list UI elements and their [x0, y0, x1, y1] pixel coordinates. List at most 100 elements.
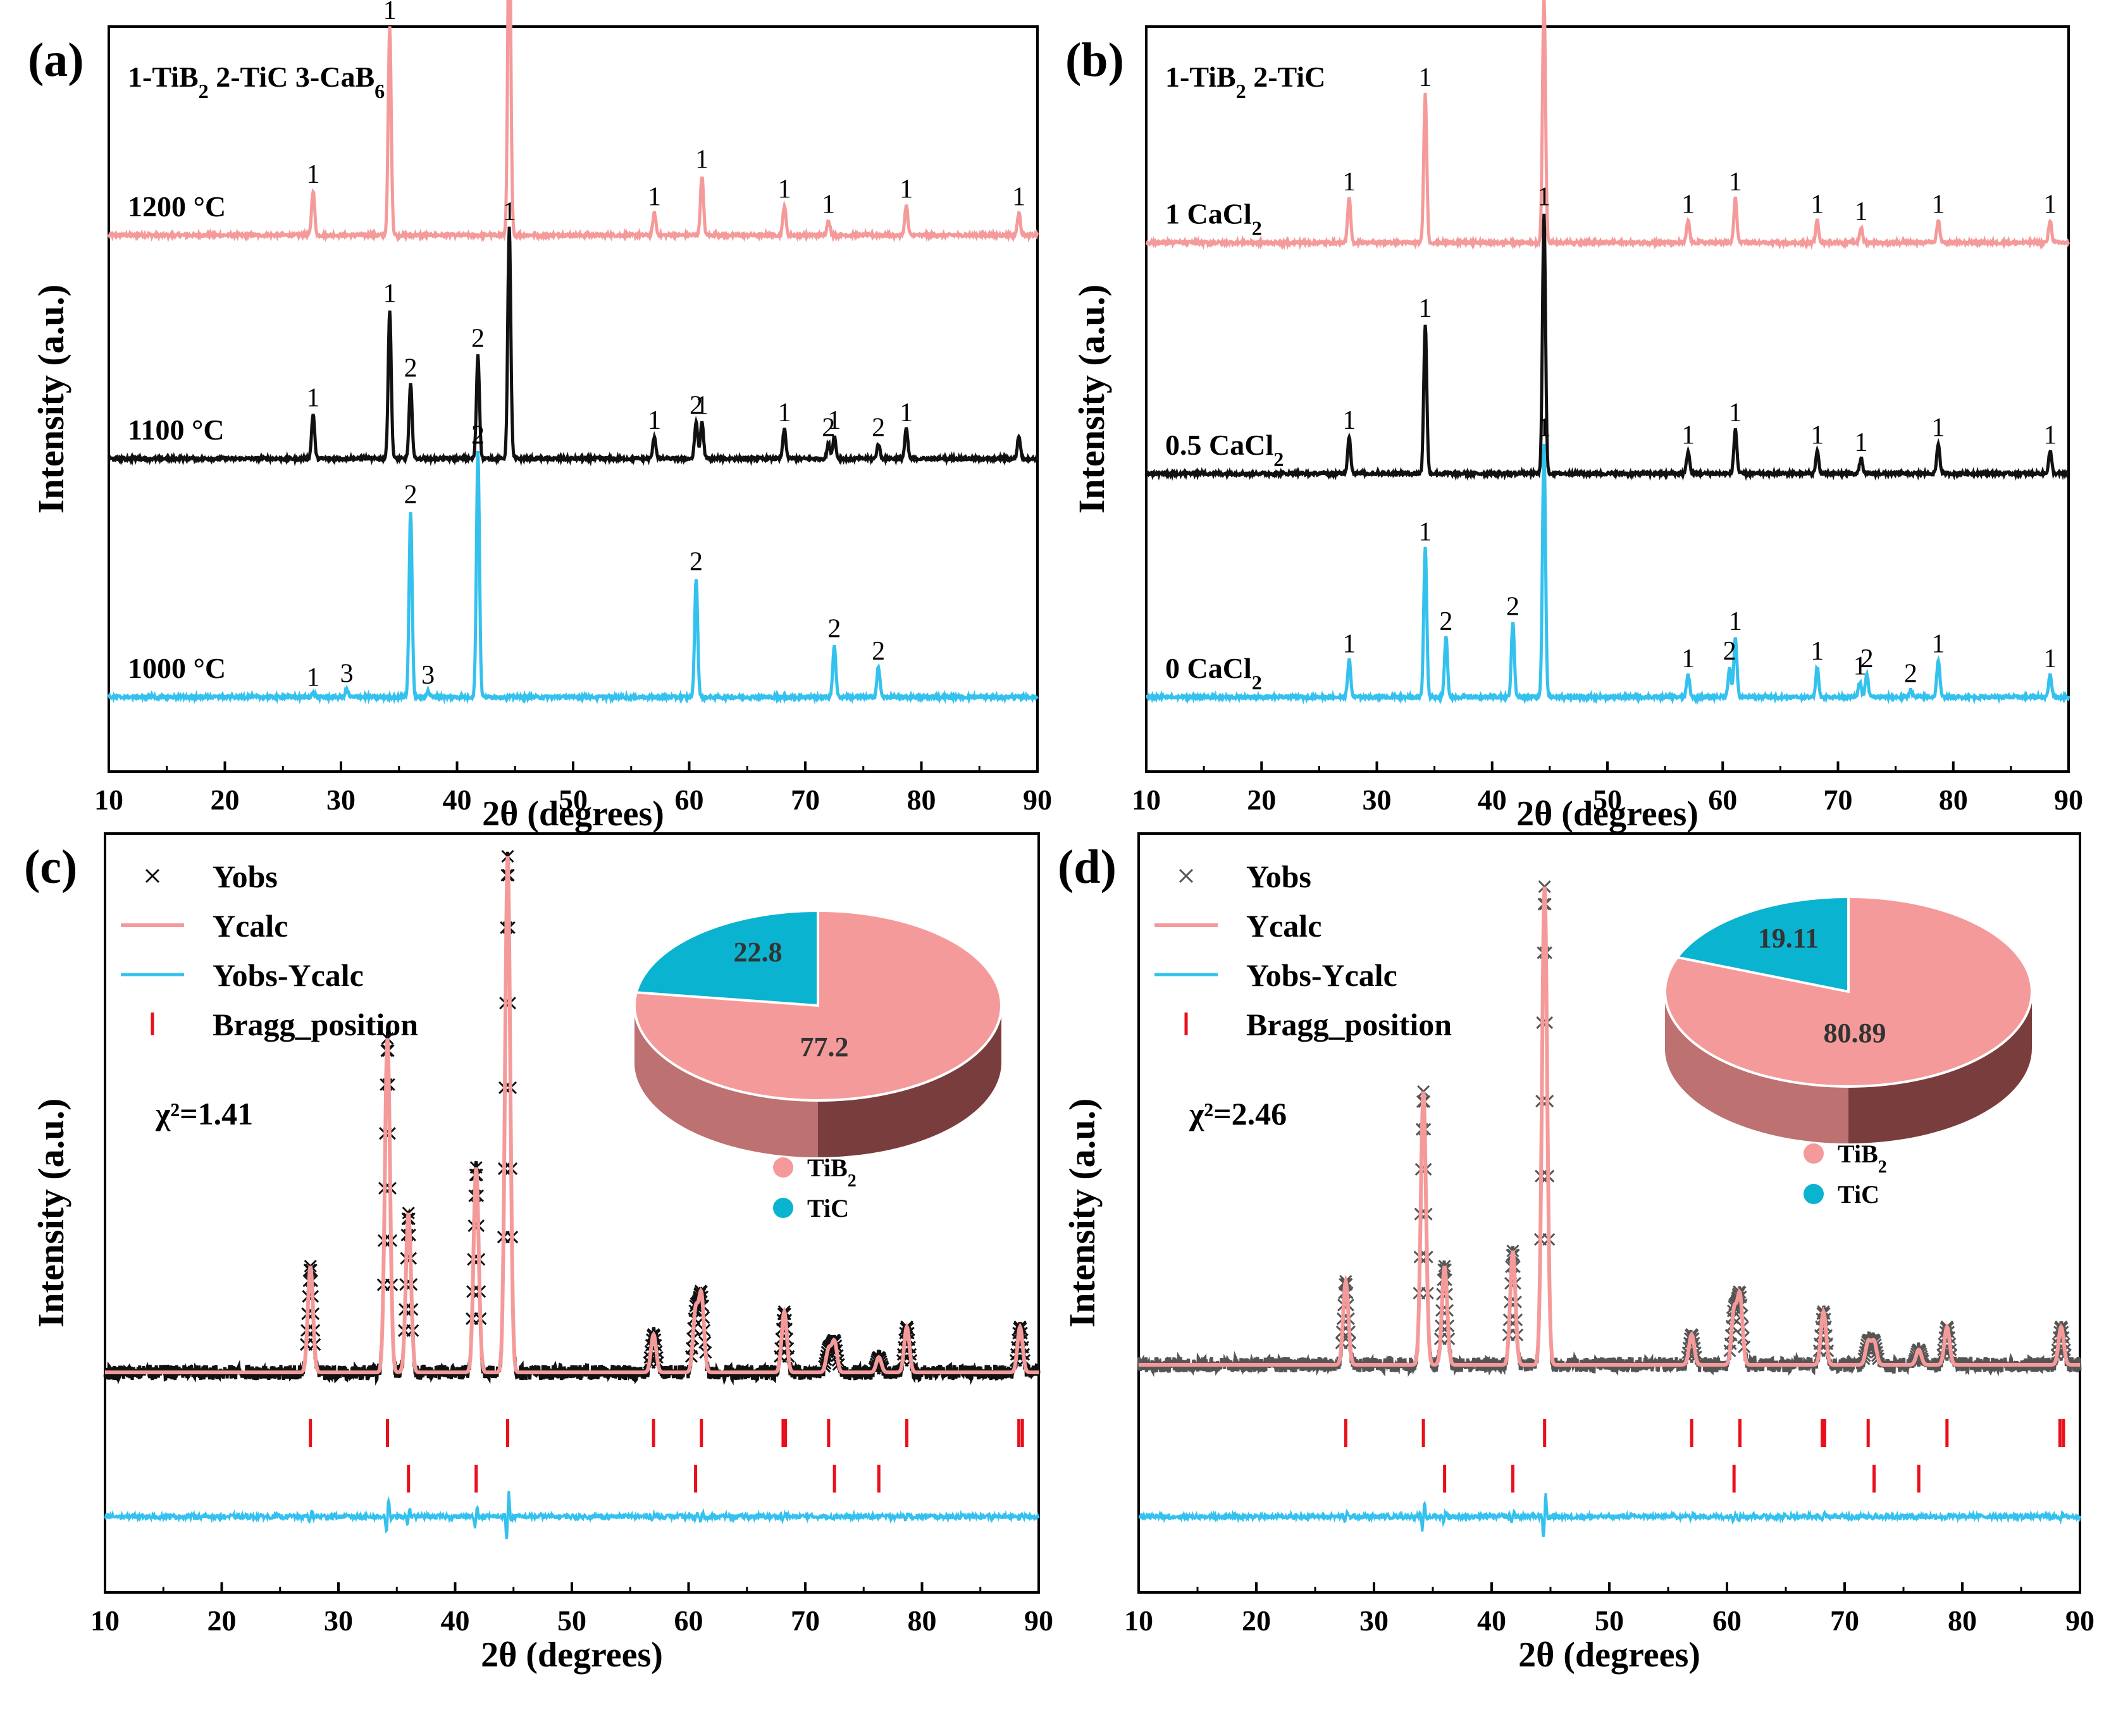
y-axis-label: Intensity (a.u.): [30, 1099, 71, 1328]
peak-label: 1: [1932, 629, 1945, 658]
x-tick-label: 20: [211, 784, 240, 816]
y-axis-label: Intensity (a.u.): [1061, 1099, 1103, 1328]
peak-label: 1: [2043, 421, 2057, 450]
peak-label: 1: [2043, 190, 2057, 219]
peak-label: 1: [1342, 406, 1356, 435]
x-tick-label: 10: [1124, 1604, 1153, 1637]
peak-label: 1: [1729, 398, 1742, 428]
legend-label: Yobs: [1246, 859, 1311, 894]
panel-label: (a): [28, 34, 84, 87]
x-tick-label: 40: [443, 784, 472, 816]
series-line-1: [108, 226, 1039, 467]
x-tick-label: 50: [557, 1604, 586, 1637]
peak-label: 2: [404, 481, 418, 510]
pie-legend-tib2-dot: [1804, 1143, 1824, 1164]
difference-line: [1138, 1493, 2081, 1537]
peak-label: 1: [1810, 421, 1824, 450]
x-tick-label: 70: [1830, 1604, 1859, 1637]
peak-label: 2: [822, 414, 835, 443]
series-line-2: [1146, 444, 2070, 705]
x-tick-label: 30: [1359, 1604, 1389, 1637]
x-tick-label: 30: [326, 784, 356, 816]
pie-legend-tic: TiC: [807, 1194, 849, 1222]
panel-label: (d): [1058, 840, 1117, 894]
series-label: 1 CaCl2: [1165, 198, 1262, 240]
pie-legend-tic: TiC: [1838, 1180, 1879, 1209]
peak-label: 2: [471, 324, 485, 353]
peak-label: 1: [1537, 414, 1550, 443]
peak-label: 1: [1342, 168, 1356, 197]
peak-label: 2: [1723, 637, 1736, 666]
x-tick-label: 50: [559, 784, 588, 816]
peak-label: 2: [690, 391, 703, 420]
pie-legend-tib2: TiB2: [1838, 1140, 1887, 1177]
plot-frame: [1145, 25, 2070, 773]
peak-label: 1: [695, 145, 709, 175]
x-axis-label: 2θ (degrees): [481, 1635, 663, 1675]
pie-value-tib2: 77.2: [800, 1031, 849, 1062]
chi-square-label: χ²=1.41: [155, 1096, 253, 1131]
x-tick-label: 50: [1595, 1604, 1624, 1637]
x-tick-label: 40: [441, 1604, 470, 1637]
panel-b: 10 20 30 40 50 60 70 80 90 2θ (degrees) Intensity …: [1065, 0, 2083, 834]
peak-label: 2: [872, 637, 885, 666]
legend-label: Yobs: [213, 859, 278, 894]
peak-label: 2: [471, 421, 485, 450]
difference-line: [104, 1491, 1040, 1539]
pie-legend-tic-dot: [1804, 1184, 1824, 1204]
legend-label: Yobs-Ycalc: [1246, 957, 1397, 993]
phase-fraction-pie: 77.2 22.8 TiB2 TiC: [633, 909, 1003, 1222]
peak-label: 1: [900, 175, 913, 204]
phase-fraction-pie: 80.89 19.11 TiB2 TiC: [1664, 895, 2033, 1209]
legend: Yobs Ycalc Yobs-Ycalc Bragg_position: [121, 859, 418, 1042]
peak-label: 1: [1419, 518, 1432, 547]
x-axis-label: 2θ (degrees): [482, 794, 664, 834]
peak-label: 1: [1932, 190, 1945, 219]
x-tick-label: 30: [324, 1604, 353, 1637]
peak-label: 1: [306, 160, 319, 189]
y-axis-label: Intensity (a.u.): [1071, 285, 1112, 514]
peak-label: 1: [1537, 183, 1550, 212]
peak-label: 1: [383, 280, 397, 309]
peak-label: 1: [777, 175, 791, 204]
x-tick-label: 60: [1712, 1604, 1742, 1637]
x-tick-label: 70: [791, 784, 820, 816]
x-tick-label: 40: [1477, 1604, 1506, 1637]
x-tick-label: 90: [1023, 784, 1052, 816]
x-tick-label: 20: [207, 1604, 237, 1637]
legend-label: Bragg_position: [1246, 1007, 1452, 1042]
pie-legend-tib2-dot: [773, 1157, 793, 1178]
yobs-trace: [103, 851, 1041, 1386]
legend-yobs-marker: [1179, 868, 1194, 883]
series-label: 1000 °C: [128, 652, 226, 684]
peak-label: 2: [1904, 659, 1917, 688]
pie-value-tic: 22.8: [734, 937, 783, 968]
panel-c: 10 20 30 40 50 60 70 80 90 2θ (degrees) Intensity …: [24, 832, 1053, 1675]
x-tick-label: 90: [2054, 784, 2083, 816]
x-tick-label: 10: [94, 784, 123, 816]
pie-legend-tic-dot: [773, 1198, 793, 1218]
x-tick-label: 90: [2065, 1604, 2095, 1637]
x-axis-label: 2θ (degrees): [1518, 1635, 1700, 1675]
series-label: 1200 °C: [128, 190, 226, 223]
series-line-0: [107, 0, 1039, 243]
legend-yobs-marker: [145, 868, 160, 883]
peak-label: 1: [1342, 629, 1356, 658]
x-tick-label: 80: [907, 784, 936, 816]
x-tick-label: 20: [1247, 784, 1276, 816]
x-axis-label: 2θ (degrees): [1516, 794, 1699, 834]
legend-label: Ycalc: [1246, 908, 1321, 944]
pie-side-highlight: [1665, 992, 1848, 1143]
x-tick-label: 10: [1132, 784, 1161, 816]
peak-label: 1: [648, 406, 661, 435]
pie-value-tic: 19.11: [1758, 923, 1819, 954]
x-tick-label: 60: [1708, 784, 1737, 816]
x-tick-label: 40: [1478, 784, 1507, 816]
peak-label: 1: [306, 663, 319, 692]
peak-label: 1: [1729, 607, 1742, 636]
peak-label: 2: [1860, 644, 1874, 674]
plot-frame: [108, 25, 1039, 773]
x-tick-label: 60: [674, 1604, 703, 1637]
peak-label: 1: [1681, 644, 1695, 674]
